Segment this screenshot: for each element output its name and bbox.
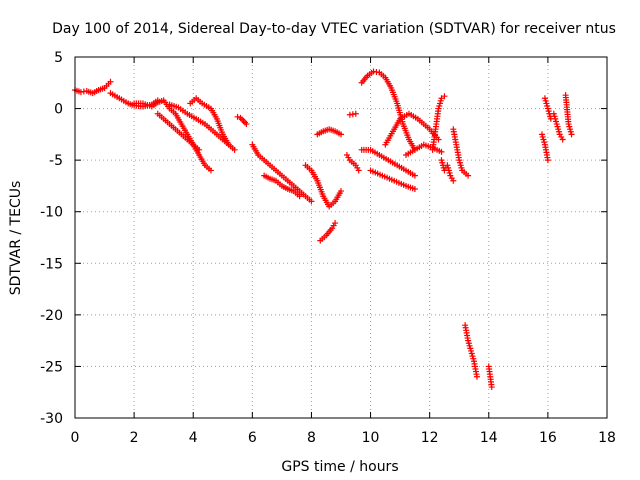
data-point bbox=[559, 136, 566, 143]
series-arc-s bbox=[429, 93, 448, 153]
plot-frame bbox=[74, 56, 608, 419]
series-arc-i bbox=[302, 162, 344, 210]
x-tick-label: 2 bbox=[130, 430, 139, 446]
axis-ticks: 0 2 4 6 8 10 12 14 16 18 -30 -25 -20 -15 -10 -5 0 5 bbox=[40, 50, 616, 446]
series-arc-e bbox=[187, 95, 238, 153]
data-point bbox=[234, 113, 241, 120]
x-tick-label: 6 bbox=[248, 430, 257, 446]
y-axis-label: SDTVAR / TECUs bbox=[8, 181, 24, 296]
data-point bbox=[544, 157, 551, 164]
series-arc-l bbox=[343, 151, 362, 174]
series-arc-z bbox=[550, 110, 566, 143]
series-arc-m bbox=[346, 110, 359, 118]
data-point bbox=[332, 220, 339, 227]
data-points bbox=[72, 68, 575, 391]
data-point bbox=[338, 131, 344, 138]
series-arc-n bbox=[358, 68, 418, 153]
y-tick-label: -20 bbox=[40, 308, 63, 324]
data-point bbox=[352, 110, 359, 117]
series-arc-end bbox=[562, 92, 575, 138]
series-arc-f bbox=[234, 113, 250, 128]
x-axis-label: GPS time / hours bbox=[281, 459, 398, 475]
data-point bbox=[107, 78, 114, 85]
data-point bbox=[207, 167, 214, 174]
y-tick-label: -25 bbox=[40, 359, 63, 375]
data-point bbox=[196, 146, 203, 153]
data-point bbox=[355, 167, 362, 174]
data-point bbox=[308, 198, 315, 205]
data-point bbox=[438, 148, 445, 155]
series-arc-o bbox=[358, 146, 418, 179]
data-point bbox=[441, 93, 448, 100]
grid-lines bbox=[75, 57, 607, 418]
y-tick-label: -30 bbox=[40, 411, 63, 427]
series-arc-p bbox=[367, 167, 418, 193]
x-tick-label: 0 bbox=[71, 430, 80, 446]
y-tick-label: -10 bbox=[40, 205, 63, 221]
series-arc-w bbox=[485, 363, 495, 391]
series-arc-start bbox=[72, 78, 114, 97]
data-point bbox=[568, 131, 575, 138]
x-tick-label: 18 bbox=[598, 430, 616, 446]
data-point bbox=[411, 186, 418, 193]
series-arc-v bbox=[462, 322, 480, 380]
x-tick-label: 12 bbox=[421, 430, 439, 446]
series-arc-x bbox=[538, 131, 551, 164]
series-arc-c bbox=[154, 110, 203, 153]
series-arc-u bbox=[450, 126, 472, 179]
y-tick-label: -15 bbox=[40, 256, 63, 272]
data-point bbox=[465, 172, 472, 179]
series-arc-y bbox=[541, 95, 554, 122]
data-point bbox=[488, 384, 495, 391]
chart-title: Day 100 of 2014, Sidereal Day-to-day VTE… bbox=[52, 21, 616, 37]
data-point bbox=[473, 373, 480, 380]
series-arc-d bbox=[166, 101, 232, 148]
y-tick-label: 0 bbox=[54, 102, 63, 118]
data-point bbox=[450, 177, 457, 184]
y-tick-label: 5 bbox=[54, 50, 63, 66]
data-point bbox=[243, 121, 250, 128]
x-tick-label: 14 bbox=[480, 430, 498, 446]
y-tick-label: -5 bbox=[49, 153, 63, 169]
x-tick-label: 16 bbox=[539, 430, 557, 446]
x-tick-label: 4 bbox=[189, 430, 198, 446]
series-arc-k bbox=[314, 126, 344, 138]
series-arc-h bbox=[261, 172, 303, 200]
series-arc-j bbox=[317, 220, 339, 244]
series-arc-g bbox=[249, 141, 315, 205]
data-point bbox=[411, 172, 418, 179]
series-arc-t bbox=[438, 157, 457, 184]
data-point bbox=[338, 188, 344, 195]
data-point bbox=[231, 146, 238, 153]
x-tick-label: 10 bbox=[362, 430, 380, 446]
x-tick-label: 8 bbox=[307, 430, 316, 446]
data-point bbox=[296, 193, 303, 200]
